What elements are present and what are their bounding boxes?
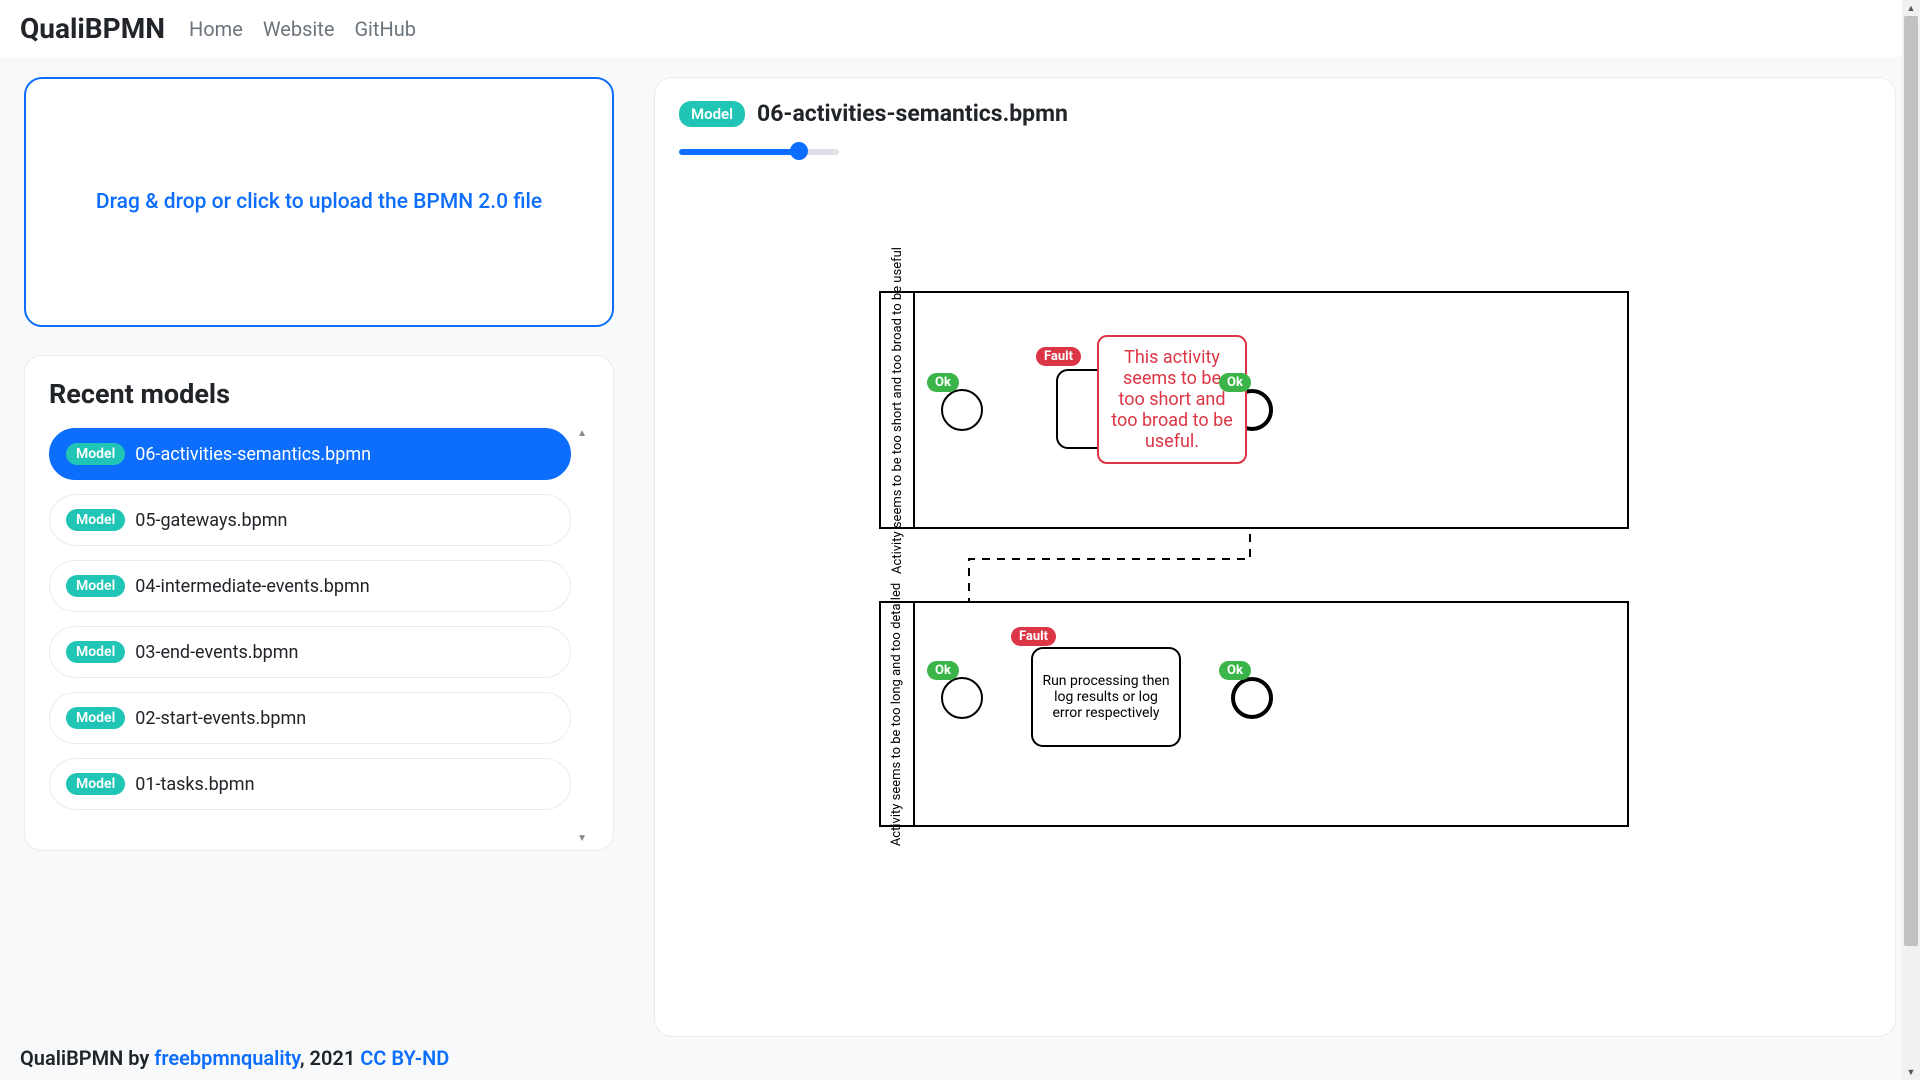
page-scroll-thumb[interactable] bbox=[1904, 16, 1918, 946]
list-scroll-up[interactable]: ▲ bbox=[577, 428, 587, 439]
footer-prefix: QualiBPMN by bbox=[20, 1046, 154, 1070]
model-name: 04-intermediate-events.bpmn bbox=[135, 576, 370, 597]
model-item-2[interactable]: Model 04-intermediate-events.bpmn bbox=[49, 560, 571, 612]
page-scrollbar[interactable]: ▲ ▼ bbox=[1902, 0, 1920, 1080]
model-item-5[interactable]: Model 01-tasks.bpmn bbox=[49, 758, 571, 810]
pool2-end-status: Ok bbox=[1219, 661, 1251, 680]
footer-link-license[interactable]: CC BY-ND bbox=[360, 1046, 449, 1070]
model-name: 03-end-events.bpmn bbox=[135, 642, 298, 663]
nav-links: Home Website GitHub bbox=[189, 17, 416, 41]
navbar: QualiBPMN Home Website GitHub bbox=[0, 0, 1920, 57]
pool-1: Activity seems to be too short and too b… bbox=[879, 291, 1629, 529]
model-item-1[interactable]: Model 05-gateways.bpmn bbox=[49, 494, 571, 546]
diagram-svg bbox=[679, 161, 1871, 981]
upload-dropzone[interactable]: Drag & drop or click to upload the BPMN … bbox=[24, 77, 614, 327]
main: Drag & drop or click to upload the BPMN … bbox=[0, 57, 1920, 1057]
pool1-start-status: Ok bbox=[927, 373, 959, 392]
model-list: ▲ Model 06-activities-semantics.bpmn Mod… bbox=[49, 428, 589, 810]
pool-1-label: Activity seems to be too short and too b… bbox=[881, 293, 915, 527]
viewer-model-badge: Model bbox=[679, 101, 745, 127]
model-badge: Model bbox=[66, 641, 125, 663]
list-scroll-down[interactable]: ▼ bbox=[577, 833, 587, 844]
pool-1-label-text: Activity seems to be too short and too b… bbox=[890, 247, 905, 574]
page-scroll-down[interactable]: ▼ bbox=[1902, 1064, 1920, 1080]
model-name: 05-gateways.bpmn bbox=[135, 510, 287, 531]
pool1-annotation-text: This activity seems to be too short and … bbox=[1111, 347, 1233, 452]
viewer-filename: 06-activities-semantics.bpmn bbox=[757, 100, 1068, 127]
pool1-start-event[interactable] bbox=[941, 389, 983, 431]
pool2-task[interactable]: Run processing then log results or log e… bbox=[1031, 647, 1181, 747]
model-badge: Model bbox=[66, 443, 125, 465]
nav-link-home[interactable]: Home bbox=[189, 17, 243, 41]
footer: QualiBPMN by freebpmnquality, 2021 CC BY… bbox=[20, 1046, 449, 1070]
pool1-task-status: Fault bbox=[1036, 347, 1081, 366]
model-name: 06-activities-semantics.bpmn bbox=[135, 444, 371, 465]
left-column: Drag & drop or click to upload the BPMN … bbox=[24, 77, 614, 1037]
nav-link-website[interactable]: Website bbox=[263, 17, 335, 41]
pool-2-label-text: Activity seems to be too long and too de… bbox=[890, 582, 905, 845]
diagram-canvas[interactable]: Activity seems to be too short and too b… bbox=[679, 161, 1871, 981]
pool1-end-status: Ok bbox=[1219, 373, 1251, 392]
pool2-task-label: Run processing then log results or log e… bbox=[1039, 673, 1173, 721]
pool2-start-event[interactable] bbox=[941, 677, 983, 719]
pool1-annotation: This activity seems to be too short and … bbox=[1097, 335, 1247, 464]
model-badge: Model bbox=[66, 707, 125, 729]
page-scroll-up[interactable]: ▲ bbox=[1902, 0, 1920, 16]
model-name: 02-start-events.bpmn bbox=[135, 708, 306, 729]
recent-models-panel: Recent models ▲ Model 06-activities-sema… bbox=[24, 355, 614, 851]
zoom-slider[interactable] bbox=[679, 141, 839, 161]
model-item-4[interactable]: Model 02-start-events.bpmn bbox=[49, 692, 571, 744]
zoom-slider-fill bbox=[679, 149, 799, 155]
footer-link-author[interactable]: freebpmnquality bbox=[154, 1046, 300, 1070]
pool2-end-event[interactable] bbox=[1231, 677, 1273, 719]
pool2-task-status: Fault bbox=[1011, 627, 1056, 646]
footer-mid: , 2021 bbox=[300, 1046, 360, 1070]
nav-link-github[interactable]: GitHub bbox=[354, 17, 416, 41]
pool-2-label: Activity seems to be too long and too de… bbox=[881, 603, 915, 825]
viewer-header: Model 06-activities-semantics.bpmn bbox=[679, 100, 1871, 127]
model-item-0[interactable]: Model 06-activities-semantics.bpmn bbox=[49, 428, 571, 480]
model-badge: Model bbox=[66, 575, 125, 597]
dropzone-text: Drag & drop or click to upload the BPMN … bbox=[96, 190, 542, 214]
recent-models-title: Recent models bbox=[49, 378, 589, 410]
pool-2: Activity seems to be too long and too de… bbox=[879, 601, 1629, 827]
model-name: 01-tasks.bpmn bbox=[135, 774, 254, 795]
viewer-panel: Model 06-activities-semantics.bpmn bbox=[654, 77, 1896, 1037]
pool2-start-status: Ok bbox=[927, 661, 959, 680]
model-badge: Model bbox=[66, 509, 125, 531]
model-item-3[interactable]: Model 03-end-events.bpmn bbox=[49, 626, 571, 678]
zoom-slider-thumb[interactable] bbox=[790, 142, 808, 160]
model-badge: Model bbox=[66, 773, 125, 795]
right-column: Model 06-activities-semantics.bpmn bbox=[654, 77, 1896, 1037]
brand[interactable]: QualiBPMN bbox=[20, 12, 165, 45]
